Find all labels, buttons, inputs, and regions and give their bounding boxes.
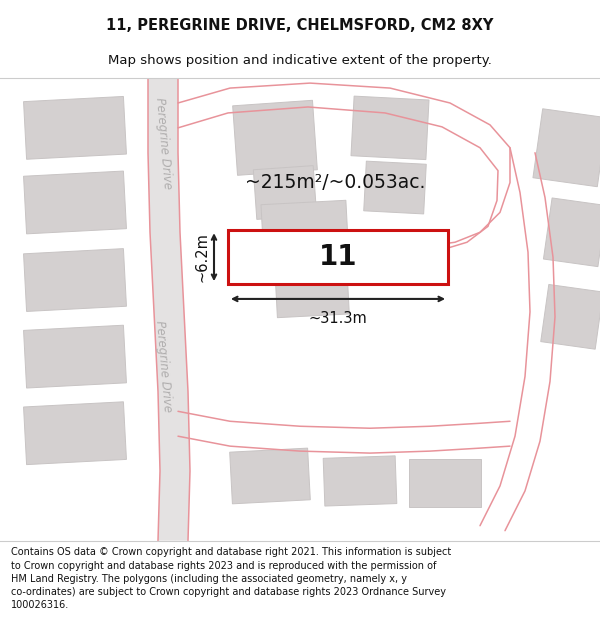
- Polygon shape: [323, 456, 397, 506]
- Polygon shape: [23, 96, 127, 159]
- Text: Contains OS data © Crown copyright and database right 2021. This information is : Contains OS data © Crown copyright and d…: [11, 548, 451, 610]
- Polygon shape: [544, 198, 600, 267]
- Text: ~215m²/~0.053ac.: ~215m²/~0.053ac.: [245, 173, 425, 192]
- Text: Peregrine Drive: Peregrine Drive: [152, 96, 173, 189]
- Polygon shape: [23, 325, 127, 388]
- Text: 11: 11: [319, 243, 357, 271]
- Polygon shape: [533, 109, 600, 187]
- Polygon shape: [230, 448, 310, 504]
- Text: Map shows position and indicative extent of the property.: Map shows position and indicative extent…: [108, 54, 492, 68]
- Polygon shape: [253, 166, 317, 219]
- Text: ~31.3m: ~31.3m: [308, 311, 367, 326]
- Text: ~6.2m: ~6.2m: [195, 232, 210, 282]
- Polygon shape: [275, 262, 349, 318]
- Polygon shape: [233, 100, 317, 175]
- Polygon shape: [541, 284, 600, 349]
- Polygon shape: [23, 171, 127, 234]
- Bar: [228, 230, 448, 284]
- Text: 11, PEREGRINE DRIVE, CHELMSFORD, CM2 8XY: 11, PEREGRINE DRIVE, CHELMSFORD, CM2 8XY: [106, 18, 494, 32]
- Polygon shape: [364, 161, 426, 214]
- Polygon shape: [261, 200, 349, 264]
- Text: Peregrine Drive: Peregrine Drive: [152, 320, 173, 413]
- Polygon shape: [148, 78, 190, 541]
- Polygon shape: [23, 249, 127, 311]
- Polygon shape: [351, 96, 429, 159]
- Polygon shape: [23, 402, 127, 464]
- Polygon shape: [409, 459, 481, 507]
